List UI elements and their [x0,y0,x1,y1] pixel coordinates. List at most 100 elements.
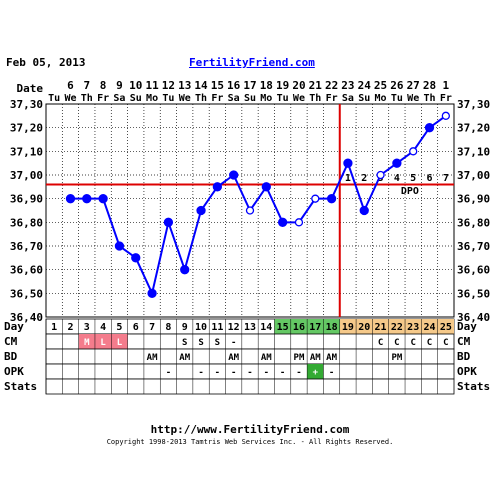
row-label-left: OPK [4,365,24,378]
ytick-right: 36,80 [457,216,490,229]
cell-cm: L [100,338,106,348]
weekday: We [293,93,305,104]
cell-day: 13 [244,322,256,333]
date-number: 9 [116,79,123,92]
cell-opk: - [231,368,236,378]
cell-opk: - [264,368,269,378]
footer-copyright: Copyright 1998-2013 Tamtris Web Services… [106,438,394,446]
chart-date: Feb 05, 2013 [6,56,86,69]
weekday: Th [81,93,93,104]
row-label-left: Stats [4,380,37,393]
cell-fill [421,319,438,334]
date-number: 12 [162,79,175,92]
cell-cm: C [410,338,415,348]
cell-cm: L [117,338,123,348]
cell-bd: AM [228,353,239,363]
ytick-right: 36,90 [457,193,490,206]
cell-fill [94,334,112,349]
temperature-point [131,253,141,263]
cell-day: 3 [84,322,90,333]
ytick-left: 36,80 [10,216,43,229]
row-label-right: BD [457,350,471,363]
temperature-point [98,194,108,204]
cell-fill [372,319,389,334]
dpo-number: 4 [394,173,400,184]
date-label: Date [17,82,44,95]
weekday: Su [130,93,142,104]
date-number: 14 [194,79,208,92]
cell-fill [274,319,291,334]
weekday: We [179,93,191,104]
cell-day: 15 [277,322,289,333]
cell-fill [356,319,373,334]
ytick-left: 36,70 [10,240,43,253]
cell-fill [323,319,340,334]
cell-cm: C [443,338,448,348]
cell-day: 7 [149,322,155,333]
cell-day: 19 [342,322,354,333]
weekday: Th [423,93,435,104]
date-number: 10 [129,79,142,92]
weekday: Th [195,93,207,104]
ytick-right: 37,20 [457,122,490,135]
temperature-point [147,288,157,298]
weekday: Mo [375,93,387,104]
cell-cm: C [394,338,399,348]
row-label-right: CM [457,335,471,348]
temperature-point [311,194,320,203]
cell-bd: AM [261,353,272,363]
ytick-right: 36,50 [457,287,490,300]
temperature-point [359,205,369,216]
temperature-point [245,206,255,215]
ytick-left: 37,20 [10,122,43,135]
temperature-point [212,182,223,192]
cell-day: 11 [211,322,223,333]
ytick-left: 36,40 [10,311,43,324]
temperature-point [441,111,450,120]
weekday: Tu [162,93,174,104]
cell-day: 18 [326,322,338,333]
date-number: 15 [211,79,224,92]
cell-day: 1 [51,322,57,333]
row-label-right: Stats [457,380,490,393]
temperature-point [424,123,435,133]
dpo-number: 5 [410,173,416,184]
footer-url[interactable]: http://www.FertilityFriend.com [150,423,350,436]
date-number: 11 [145,79,159,92]
date-number: 19 [276,79,289,92]
weekday: Sa [113,93,125,104]
cell-day: 4 [100,322,106,333]
cell-opk: - [296,368,301,378]
cell-s: S [215,338,220,348]
cell-day: 24 [423,322,435,333]
temperature-point [392,158,402,168]
cell-fill [290,319,308,334]
weekday: Th [309,93,321,104]
temperature-point [114,241,125,251]
temperature-point [82,194,92,204]
cell-cm: M [84,338,90,348]
date-number: 28 [423,79,436,92]
temperature-point [229,170,239,180]
weekday: Su [358,93,370,104]
date-number: 13 [178,79,191,92]
site-title[interactable]: FertilityFriend.com [189,56,315,69]
weekday: Tu [277,93,289,104]
cell-day: 21 [375,322,387,333]
cell-day: 2 [67,322,73,333]
weekday: Sa [228,93,240,104]
cell-bd: PM [391,353,402,363]
weekday: Fr [97,93,109,104]
temperature-point [343,158,353,168]
cell-day: 20 [358,322,370,333]
ytick-left: 37,30 [10,98,43,111]
cell-cm: C [378,338,383,348]
cell-fill [437,319,454,334]
row-label-right: OPK [457,365,477,378]
ytick-left: 36,50 [10,287,43,300]
cell-day: 23 [407,322,419,333]
cell-s: - [231,338,236,348]
temperature-point [277,217,288,227]
row-label-left: CM [4,335,18,348]
